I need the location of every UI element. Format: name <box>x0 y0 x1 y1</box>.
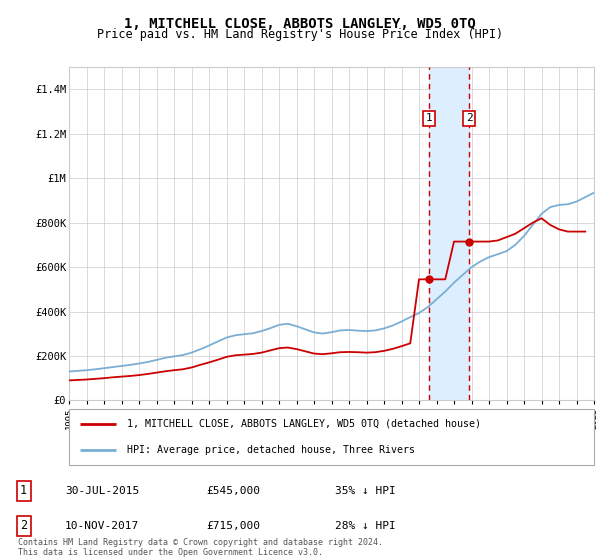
Text: 2: 2 <box>20 519 27 533</box>
Text: 10-NOV-2017: 10-NOV-2017 <box>65 521 139 531</box>
FancyBboxPatch shape <box>69 409 594 465</box>
Bar <box>429 67 469 400</box>
Text: £715,000: £715,000 <box>206 521 260 531</box>
Text: 2: 2 <box>466 113 472 123</box>
Text: HPI: Average price, detached house, Three Rivers: HPI: Average price, detached house, Thre… <box>127 445 415 455</box>
Text: £545,000: £545,000 <box>206 486 260 496</box>
Text: 1, MITCHELL CLOSE, ABBOTS LANGLEY, WD5 0TQ: 1, MITCHELL CLOSE, ABBOTS LANGLEY, WD5 0… <box>124 17 476 31</box>
Text: 30-JUL-2015: 30-JUL-2015 <box>65 486 139 496</box>
Text: 1: 1 <box>20 484 27 497</box>
Text: 1: 1 <box>426 113 433 123</box>
Text: Contains HM Land Registry data © Crown copyright and database right 2024.
This d: Contains HM Land Registry data © Crown c… <box>18 538 383 557</box>
Text: 35% ↓ HPI: 35% ↓ HPI <box>335 486 396 496</box>
Text: 28% ↓ HPI: 28% ↓ HPI <box>335 521 396 531</box>
Text: 1, MITCHELL CLOSE, ABBOTS LANGLEY, WD5 0TQ (detached house): 1, MITCHELL CLOSE, ABBOTS LANGLEY, WD5 0… <box>127 419 481 429</box>
Text: Price paid vs. HM Land Registry's House Price Index (HPI): Price paid vs. HM Land Registry's House … <box>97 28 503 41</box>
